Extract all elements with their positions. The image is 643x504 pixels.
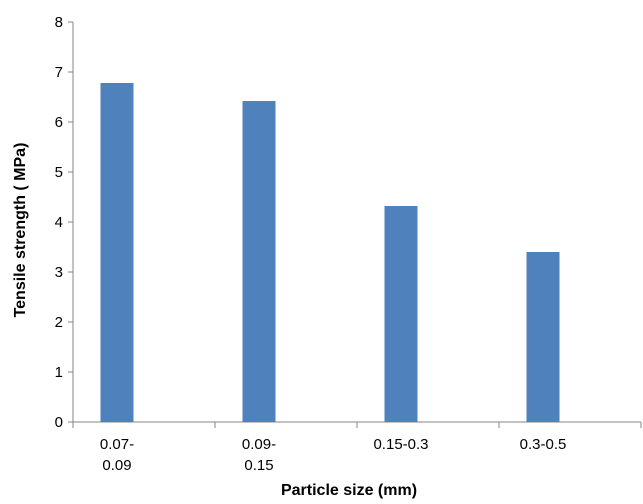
bar xyxy=(526,252,560,422)
y-tick-label: 2 xyxy=(55,314,63,331)
x-axis: 0.07-0.09 0.09-0.15 0.15-0.3 0.3-0.5 xyxy=(72,421,642,474)
y-tick-label: 1 xyxy=(55,364,63,381)
y-tick-label: 3 xyxy=(55,264,63,281)
y-tick-label: 4 xyxy=(55,214,63,231)
x-tick-label: 0.3-0.5 xyxy=(520,436,567,453)
bar xyxy=(242,101,276,422)
x-tick-label: 0.09-0.15 xyxy=(242,436,276,474)
x-axis-title: Particle size (mm) xyxy=(281,482,417,499)
y-tick-label: 6 xyxy=(55,114,63,131)
y-axis: 0 1 2 3 4 5 6 7 8 xyxy=(55,14,74,431)
y-axis-title: Tensile strength ( MPa) xyxy=(12,143,29,318)
bars xyxy=(100,83,560,422)
x-tick-label: 0.07-0.09 xyxy=(100,436,134,474)
y-tick-label: 0 xyxy=(55,414,63,431)
x-tick-label: 0.15-0.3 xyxy=(373,436,428,453)
y-tick-label: 5 xyxy=(55,164,63,181)
y-tick-label: 8 xyxy=(55,14,63,31)
y-tick-label: 7 xyxy=(55,64,63,81)
bar xyxy=(384,206,418,422)
bar xyxy=(100,83,134,422)
